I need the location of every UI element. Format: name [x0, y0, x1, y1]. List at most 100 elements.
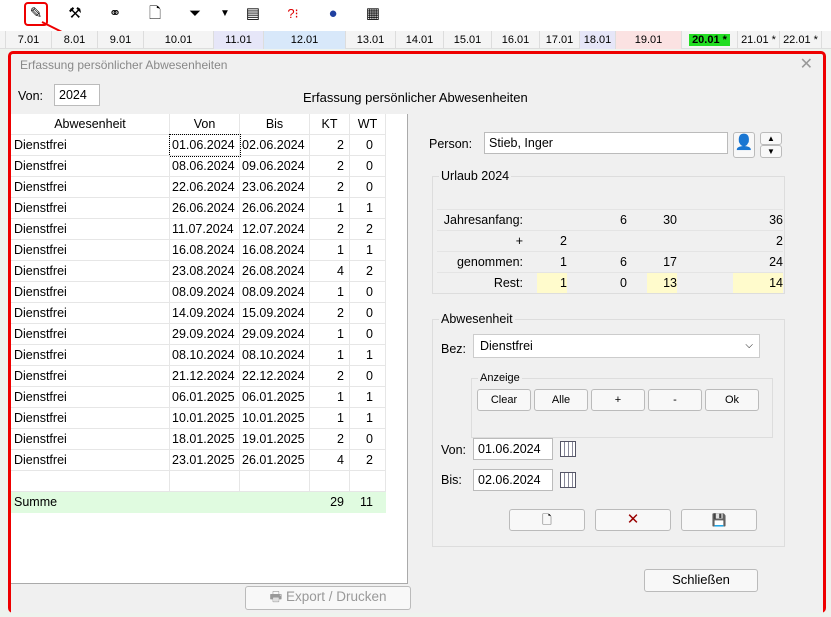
- person-down-button[interactable]: ▼: [760, 145, 782, 158]
- table-row[interactable]: Dienstfrei 29.09.2024 29.09.2024 1 0: [11, 324, 386, 345]
- delete-x-icon: ✕: [626, 511, 640, 528]
- vacation-row: genommen: 1 6 17 24: [437, 251, 783, 272]
- date-cell[interactable]: 21.01 *: [738, 31, 780, 49]
- table-cell: 0: [350, 177, 386, 198]
- table-row[interactable]: [11, 471, 386, 492]
- table-cell: 2: [310, 219, 350, 240]
- preview-icon[interactable]: 🗋: [148, 5, 162, 22]
- table-cell: 1: [310, 282, 350, 303]
- table-cell: 23.08.2024: [170, 261, 240, 282]
- person-edit-icon[interactable]: ✎: [24, 2, 48, 26]
- table-cell: 0: [350, 366, 386, 387]
- calendar-icon[interactable]: [560, 441, 576, 457]
- column-header: Bis: [240, 114, 310, 135]
- year-input[interactable]: [54, 84, 100, 106]
- absence-dialog: Erfassung persönlicher Abwesenheiten ✕ V…: [8, 51, 826, 613]
- table-cell: 1: [350, 408, 386, 429]
- person-up-button[interactable]: ▲: [760, 132, 782, 145]
- date-cell[interactable]: 10.01: [144, 31, 214, 49]
- table-cell: [170, 492, 240, 513]
- person-input[interactable]: [484, 132, 728, 154]
- table-cell: 21.12.2024: [170, 366, 240, 387]
- table-cell: 1: [350, 240, 386, 261]
- table-row[interactable]: Dienstfrei 23.08.2024 26.08.2024 4 2: [11, 261, 386, 282]
- table-cell: 18.01.2025: [170, 429, 240, 450]
- display-clear-button[interactable]: Clear: [477, 389, 531, 411]
- help-icon[interactable]: ?⁝: [287, 6, 299, 21]
- vacation-value: 30: [663, 213, 677, 227]
- table-row[interactable]: Dienstfrei 08.06.2024 09.06.2024 2 0: [11, 156, 386, 177]
- table-row[interactable]: Dienstfrei 22.06.2024 23.06.2024 2 0: [11, 177, 386, 198]
- table-row[interactable]: Dienstfrei 21.12.2024 22.12.2024 2 0: [11, 366, 386, 387]
- date-cell[interactable]: 18.01: [580, 31, 616, 49]
- binoculars-icon[interactable]: ⚭: [108, 5, 122, 22]
- save-button[interactable]: 💾: [681, 509, 757, 531]
- table-cell: 0: [350, 303, 386, 324]
- table-row[interactable]: Dienstfrei 01.06.2024 02.06.2024 2 0: [11, 134, 386, 157]
- calendar-icon[interactable]: [560, 472, 576, 488]
- date-cell[interactable]: 8.01: [52, 31, 98, 49]
- globe-icon[interactable]: ●: [328, 5, 338, 22]
- table-row[interactable]: Dienstfrei 23.01.2025 26.01.2025 4 2: [11, 450, 386, 471]
- display-ok-button[interactable]: Ok: [705, 389, 759, 411]
- table-row[interactable]: Dienstfrei 08.09.2024 08.09.2024 1 0: [11, 282, 386, 303]
- filter-icon[interactable]: ⏷: [188, 5, 201, 22]
- display-all-button[interactable]: Alle: [534, 389, 588, 411]
- table-cell: Dienstfrei: [11, 450, 170, 471]
- table-row[interactable]: Dienstfrei 14.09.2024 15.09.2024 2 0: [11, 303, 386, 324]
- table-cell: Summe: [11, 492, 170, 513]
- dropdown-arrow-icon[interactable]: ▼: [220, 8, 230, 19]
- table-cell: 1: [310, 345, 350, 366]
- table-header[interactable]: Abwesenheit Von Bis KT WT: [11, 114, 386, 135]
- table-row[interactable]: Dienstfrei 06.01.2025 06.01.2025 1 1: [11, 387, 386, 408]
- table-row[interactable]: Dienstfrei 18.01.2025 19.01.2025 2 0: [11, 429, 386, 450]
- table-row[interactable]: Dienstfrei 10.01.2025 10.01.2025 1 1: [11, 408, 386, 429]
- display-plus-button[interactable]: +: [591, 389, 645, 411]
- date-cell[interactable]: 12.01: [264, 31, 346, 49]
- date-label: 22.01 *: [783, 34, 818, 46]
- date-cell[interactable]: 20.01 *: [682, 31, 738, 49]
- date-cell[interactable]: 13.01: [346, 31, 396, 49]
- table-cell: Dienstfrei: [11, 135, 170, 156]
- close-button[interactable]: Schließen: [644, 569, 758, 592]
- export-print-button[interactable]: 🖶 Export / Drucken: [245, 586, 411, 610]
- new-button[interactable]: 🗋: [509, 509, 585, 531]
- delete-button[interactable]: ✕: [595, 509, 671, 531]
- date-cell[interactable]: 9.01: [98, 31, 144, 49]
- table-cell: 0: [350, 156, 386, 177]
- date-cell[interactable]: 7.01: [6, 31, 52, 49]
- display-minus-button[interactable]: -: [648, 389, 702, 411]
- date-label: 10.01: [164, 34, 193, 46]
- table-cell: Dienstfrei: [11, 282, 170, 303]
- calendar-icon[interactable]: ▦: [365, 5, 381, 22]
- bez-select[interactable]: Dienstfrei ⌵: [473, 334, 760, 358]
- from-date-input[interactable]: [473, 438, 553, 460]
- import-icon[interactable]: ▤: [245, 5, 261, 22]
- table-row[interactable]: Dienstfrei 11.07.2024 12.07.2024 2 2: [11, 219, 386, 240]
- date-cell[interactable]: 19.01: [616, 31, 682, 49]
- bez-label: Bez:: [441, 342, 467, 356]
- date-cell[interactable]: 22.01 *: [780, 31, 822, 49]
- absence-table[interactable]: Abwesenheit Von Bis KT WT Dienstfrei 01.06.202…: [11, 114, 408, 584]
- date-label: 21.01 *: [741, 34, 776, 46]
- close-icon[interactable]: ✕: [799, 56, 813, 73]
- table-row[interactable]: Dienstfrei 26.06.2024 26.06.2024 1 1: [11, 198, 386, 219]
- column-header: Von: [170, 114, 240, 135]
- table-cell: 29: [310, 492, 350, 513]
- date-spacer: [0, 31, 6, 49]
- date-cell[interactable]: 17.01: [540, 31, 580, 49]
- table-cell: 2: [310, 366, 350, 387]
- date-cell[interactable]: 14.01: [396, 31, 444, 49]
- table-row[interactable]: Dienstfrei 08.10.2024 08.10.2024 1 1: [11, 345, 386, 366]
- date-cell[interactable]: 11.01: [214, 31, 264, 49]
- table-row[interactable]: Summe 29 11: [11, 492, 386, 513]
- table-cell: 0: [350, 135, 386, 156]
- to-date-input[interactable]: [473, 469, 553, 491]
- table-row[interactable]: Dienstfrei 16.08.2024 16.08.2024 1 1: [11, 240, 386, 261]
- date-cell[interactable]: 15.01: [444, 31, 492, 49]
- vacation-value: 24: [769, 255, 783, 269]
- person-icon[interactable]: 👤: [733, 132, 755, 158]
- tools-icon[interactable]: ⚒: [68, 5, 82, 22]
- date-cell[interactable]: 16.01: [492, 31, 540, 49]
- table-cell: 19.01.2025: [240, 429, 310, 450]
